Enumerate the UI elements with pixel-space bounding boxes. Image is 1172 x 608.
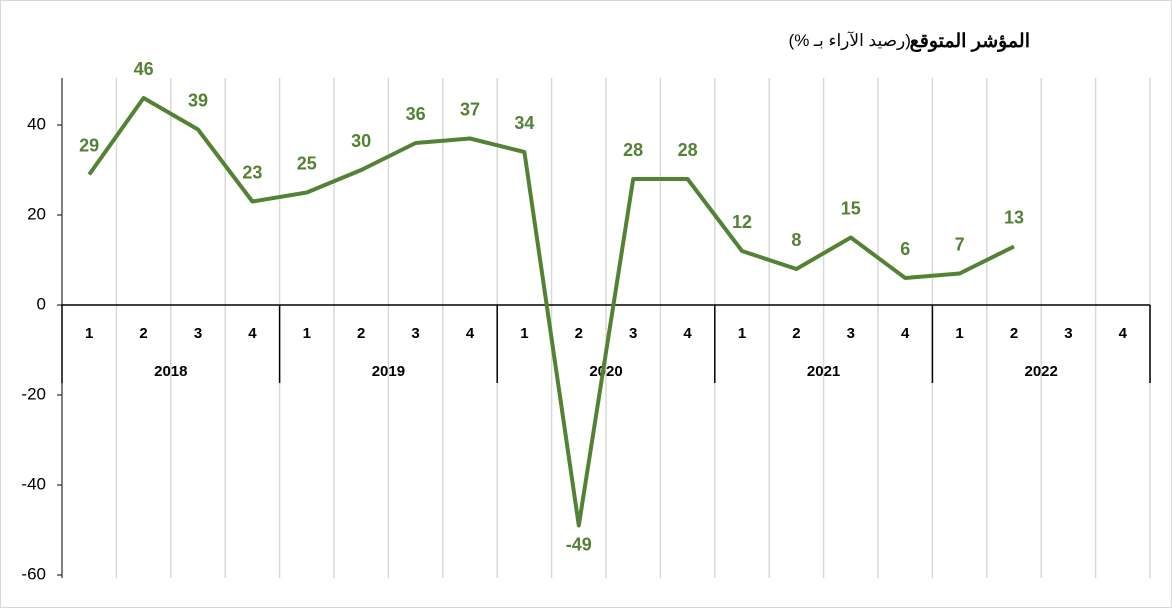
x-tick-label: 1 <box>738 325 746 342</box>
x-tick-label: 1 <box>955 325 963 342</box>
y-tick-label: 40 <box>27 114 46 133</box>
y-tick-label: -20 <box>21 384 46 403</box>
x-tick-label: 2 <box>792 325 800 342</box>
data-label: 36 <box>406 104 426 124</box>
data-label: 28 <box>678 140 698 160</box>
data-label: 46 <box>134 59 154 79</box>
y-tick-label: 0 <box>37 294 46 313</box>
data-label: 15 <box>841 198 861 218</box>
y-tick-label: -40 <box>21 474 46 493</box>
data-label: -49 <box>566 534 592 554</box>
x-tick-label: 2 <box>139 325 147 342</box>
y-tick-label: 20 <box>27 204 46 223</box>
x-tick-label: 1 <box>520 325 528 342</box>
x-tick-label: 3 <box>1064 325 1072 342</box>
x-tick-label: 2 <box>575 325 583 342</box>
x-group-label: 2021 <box>807 363 840 380</box>
x-tick-label: 3 <box>847 325 855 342</box>
data-label: 6 <box>900 239 910 259</box>
x-tick-label: 4 <box>248 325 257 342</box>
data-label: 39 <box>188 90 208 110</box>
x-tick-label: 1 <box>85 325 93 342</box>
x-tick-label: 4 <box>683 325 692 342</box>
data-label: 25 <box>297 153 317 173</box>
chart-title: المؤشر المتوقع (رصيد الآراء بـ %) <box>789 31 1030 52</box>
x-tick-label: 3 <box>411 325 419 342</box>
data-label: 30 <box>351 131 371 151</box>
x-tick-label: 3 <box>194 325 202 342</box>
y-tick-label: -60 <box>21 564 46 583</box>
data-label: 34 <box>514 113 534 133</box>
x-group-label: 2019 <box>372 363 405 380</box>
x-group-label: 2020 <box>589 363 622 380</box>
x-tick-label: 3 <box>629 325 637 342</box>
data-label: 7 <box>955 234 965 254</box>
x-tick-label: 4 <box>901 325 910 342</box>
series-line <box>87 96 1015 528</box>
title: المؤشر المتوقع <box>910 31 1030 52</box>
data-label: 28 <box>623 140 643 160</box>
data-label: 29 <box>79 135 99 155</box>
data-label: 12 <box>732 212 752 232</box>
x-tick-label: 1 <box>303 325 311 342</box>
x-tick-label: 2 <box>357 325 365 342</box>
data-label: 8 <box>791 230 801 250</box>
data-label: 23 <box>242 162 262 182</box>
x-tick-label: 4 <box>1119 325 1128 342</box>
subtitle: (رصيد الآراء بـ %) <box>789 31 911 51</box>
data-label: 13 <box>1004 207 1024 227</box>
x-tick-label: 4 <box>466 325 475 342</box>
x-group-label: 2018 <box>154 363 187 380</box>
x-tick-label: 2 <box>1010 325 1018 342</box>
x-group-label: 2022 <box>1025 363 1058 380</box>
data-label: 37 <box>460 99 480 119</box>
